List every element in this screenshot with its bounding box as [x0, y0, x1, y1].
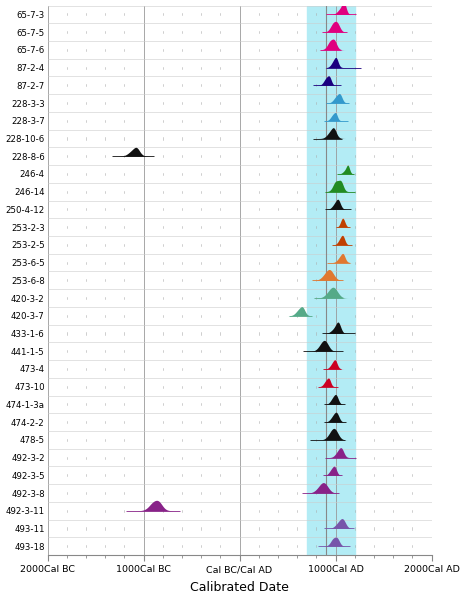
X-axis label: Calibrated Date: Calibrated Date — [190, 581, 289, 595]
Bar — [307, 5, 355, 555]
